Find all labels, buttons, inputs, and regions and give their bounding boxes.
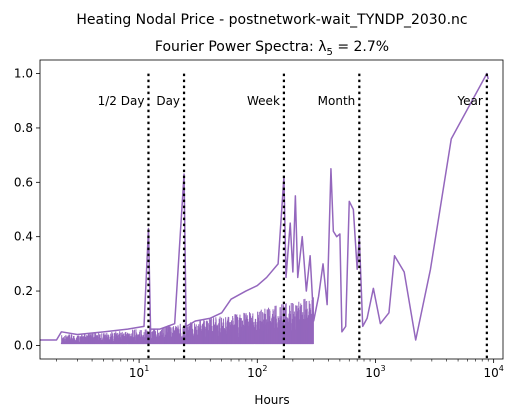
series-noise-band [60,297,314,345]
y-tick-label-1: 0.2 [14,284,33,298]
series-line-0 [40,72,489,341]
y-axis: 0.0 0.2 0.4 0.6 0.8 1.0 [14,67,40,352]
y-tick-label-3: 0.6 [14,175,33,189]
chart-subtitle: Fourier Power Spectra: λ5 = 2.7% [155,39,389,58]
marker-label-3: Month [318,94,356,108]
marker-label-1: Day [156,94,180,108]
marker-label-0: 1/2 Day [98,94,145,108]
x-tick-label-3: 104 [483,364,503,380]
y-tick-label-4: 0.8 [14,121,33,135]
x-axis-label: Hours [254,393,289,407]
x-tick-label-1: 102 [247,364,267,380]
marker-label-2: Week [247,94,280,108]
chart-title: Heating Nodal Price - postnetwork-wait_T… [76,12,467,28]
x-axis: 101 102 103 104 [56,359,504,380]
y-tick-label-2: 0.4 [14,230,33,244]
plot-area: 1/2 Day Day Week Month Year [39,59,504,360]
plot-frame [39,59,504,360]
x-tick-label-0: 101 [129,364,149,380]
x-tick-label-2: 103 [365,364,385,380]
marker-label-4: Year [456,94,482,108]
y-tick-label-0: 0.0 [14,338,33,352]
y-tick-label-5: 1.0 [14,67,33,81]
